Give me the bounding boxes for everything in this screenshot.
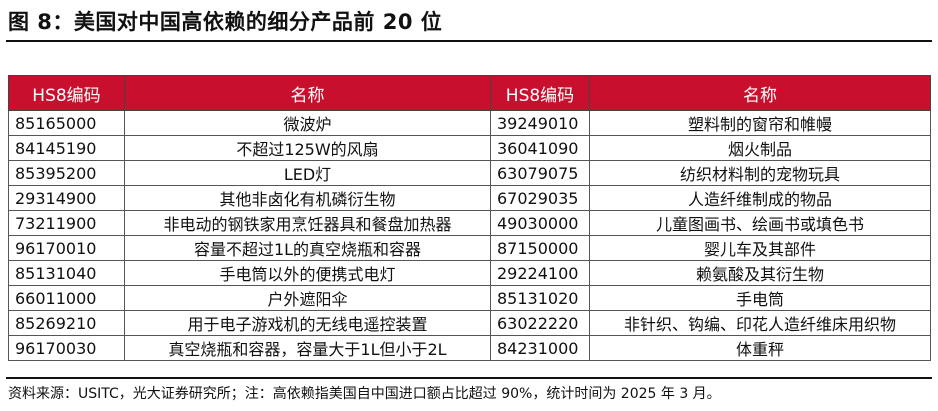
cell-code-left: 85269210: [8, 310, 125, 336]
table-row: 85131040 手电筒以外的便携式电灯 29224100 赖氨酸及其衍生物: [8, 260, 931, 286]
cell-code-left: 66011000: [8, 285, 125, 311]
table-row: 84145190 不超过125W的风扇 36041090 烟火制品: [8, 135, 931, 161]
top-rule: [6, 40, 932, 42]
figure-title: 图 8：美国对中国高依赖的细分产品前 20 位: [8, 10, 443, 34]
cell-code-left: 85165000: [8, 110, 125, 136]
cell-code-left: 96170030: [8, 335, 125, 361]
cell-name-right: 手电筒: [589, 285, 931, 311]
cell-name-left: 其他非卤化有机磷衍生物: [124, 185, 491, 211]
cell-code-left: 29314900: [8, 185, 125, 211]
cell-code-right: 87150000: [490, 235, 590, 261]
cell-name-left: 容量不超过1L的真空烧瓶和容器: [124, 235, 491, 261]
cell-name-left: 非电动的钢铁家用烹饪器具和餐盘加热器: [124, 210, 491, 236]
cell-code-right: 29224100: [490, 260, 590, 286]
table-row: 96170010 容量不超过1L的真空烧瓶和容器 87150000 婴儿车及其部件: [8, 235, 931, 261]
cell-code-right: 36041090: [490, 135, 590, 161]
cell-name-left: LED灯: [124, 160, 491, 186]
cell-code-left: 84145190: [8, 135, 125, 161]
cell-name-right: 非针织、钩编、印花人造纤维床用织物: [589, 310, 931, 336]
table-row: 85165000 微波炉 39249010 塑料制的窗帘和帷幔: [8, 110, 931, 136]
products-table: HS8编码 名称 HS8编码 名称 85165000 微波炉 39249010 塑料制…: [8, 75, 931, 361]
cell-code-left: 85131040: [8, 260, 125, 286]
header-name-1: 名称: [124, 75, 491, 111]
cell-name-right: 人造纤维制成的物品: [589, 185, 931, 211]
bottom-rule: [6, 377, 932, 379]
cell-code-right: 63079075: [490, 160, 590, 186]
table-row: 29314900 其他非卤化有机磷衍生物 67029035 人造纤维制成的物品: [8, 185, 931, 211]
cell-name-right: 烟火制品: [589, 135, 931, 161]
cell-name-left: 用于电子游戏机的无线电遥控装置: [124, 310, 491, 336]
header-name-2: 名称: [589, 75, 931, 111]
table-row: 73211900 非电动的钢铁家用烹饪器具和餐盘加热器 49030000 儿童图画书、…: [8, 210, 931, 236]
cell-name-right: 儿童图画书、绘画书或填色书: [589, 210, 931, 236]
cell-code-right: 84231000: [490, 335, 590, 361]
cell-code-right: 39249010: [490, 110, 590, 136]
cell-name-right: 体重秤: [589, 335, 931, 361]
cell-code-right: 85131020: [490, 285, 590, 311]
cell-code-right: 67029035: [490, 185, 590, 211]
table-row: 66011000 户外遮阳伞 85131020 手电筒: [8, 285, 931, 311]
cell-name-left: 手电筒以外的便携式电灯: [124, 260, 491, 286]
source-note: 资料来源：USITC，光大证券研究所；注：高依赖指美国自中国进口额占比超过 90…: [8, 386, 721, 402]
cell-name-right: 婴儿车及其部件: [589, 235, 931, 261]
cell-name-left: 真空烧瓶和容器，容量大于1L但小于2L: [124, 335, 491, 361]
cell-name-right: 塑料制的窗帘和帷幔: [589, 110, 931, 136]
cell-name-left: 户外遮阳伞: [124, 285, 491, 311]
cell-code-left: 73211900: [8, 210, 125, 236]
cell-name-left: 不超过125W的风扇: [124, 135, 491, 161]
cell-name-right: 赖氨酸及其衍生物: [589, 260, 931, 286]
cell-name-right: 纺织材料制的宠物玩具: [589, 160, 931, 186]
cell-code-left: 85395200: [8, 160, 125, 186]
table-row: 85395200 LED灯 63079075 纺织材料制的宠物玩具: [8, 160, 931, 186]
header-code-1: HS8编码: [8, 75, 125, 111]
header-code-2: HS8编码: [490, 75, 590, 111]
table-row: 96170030 真空烧瓶和容器，容量大于1L但小于2L 84231000 体重秤: [8, 335, 931, 361]
cell-name-left: 微波炉: [124, 110, 491, 136]
cell-code-left: 96170010: [8, 235, 125, 261]
cell-code-right: 63022220: [490, 310, 590, 336]
cell-code-right: 49030000: [490, 210, 590, 236]
table-row: 85269210 用于电子游戏机的无线电遥控装置 63022220 非针织、钩编、印花…: [8, 310, 931, 336]
table-header-row: HS8编码 名称 HS8编码 名称: [8, 75, 931, 111]
